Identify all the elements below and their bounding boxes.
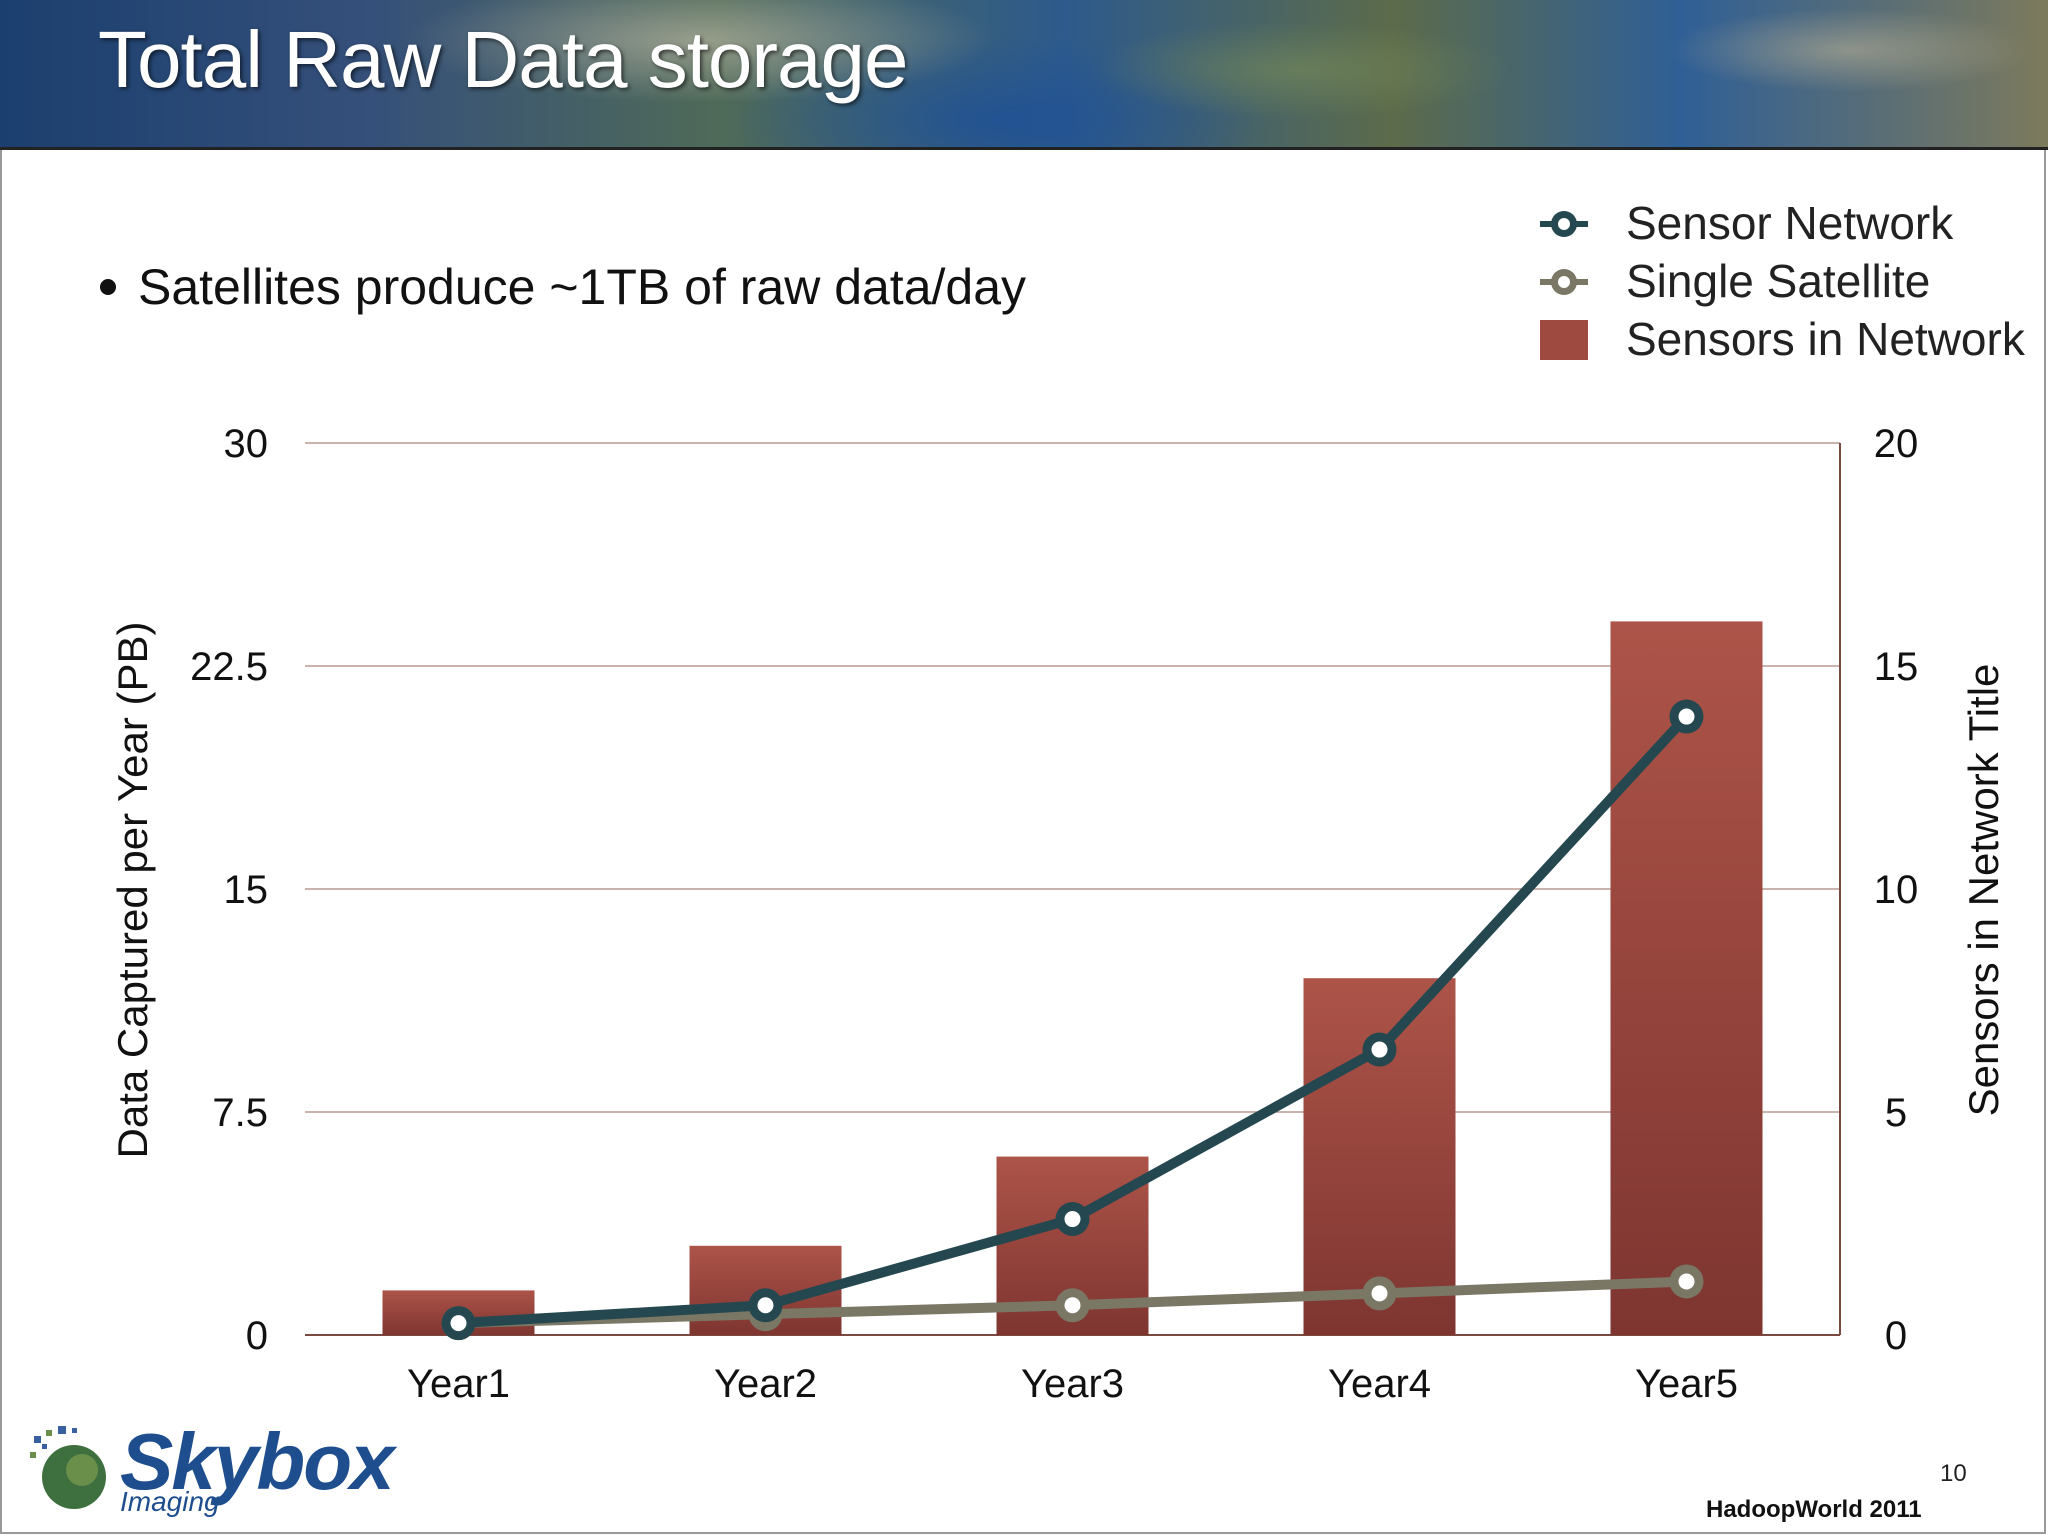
y-tick-label: 7.5 [212, 1091, 268, 1135]
legend-label: Sensors in Network [1626, 313, 2025, 365]
legend-label: Sensor Network [1626, 197, 1954, 249]
data-point [1055, 1202, 1090, 1237]
line-series [441, 699, 1704, 1341]
y-axis-title: Data Captured per Year (PB) [109, 622, 156, 1159]
y2-tick-label: 5 [1885, 1091, 1907, 1135]
y2-tick-label: 10 [1874, 868, 1919, 912]
legend-label: Single Satellite [1626, 255, 1931, 307]
globe-logo-icon [30, 1426, 106, 1509]
y-tick-label: 15 [224, 868, 269, 912]
bar [1610, 621, 1763, 1335]
y-tick-label: 30 [224, 422, 269, 466]
y-tick-label: 22.5 [190, 645, 268, 689]
x-tick-label: Year1 [407, 1362, 510, 1406]
data-point [441, 1306, 476, 1341]
data-point [1669, 1264, 1704, 1299]
tick-labels: 0 7.5 15 22.5 30 0 5 10 15 20 Year1 Year2 Year3 Year4… [190, 422, 1918, 1406]
bullet-text: Satellites produce ~1TB of raw data/day [138, 259, 1027, 315]
logo-wordmark: Skybox [120, 1417, 395, 1506]
page-number: 10 [1940, 1460, 1967, 1487]
bullet-point: Satellites produce ~1TB of raw data/day [100, 258, 1026, 316]
legend-line-marker-icon [1540, 269, 1588, 295]
event-footer: HadoopWorld 2011 [1706, 1496, 1922, 1523]
y2-tick-label: 15 [1874, 645, 1919, 689]
company-logo: Skybox Imaging [24, 1417, 395, 1517]
data-point [1362, 1276, 1397, 1311]
x-tick-label: Year5 [1635, 1362, 1738, 1406]
title-banner [0, 0, 2048, 150]
bullet-dot-icon [100, 278, 116, 295]
data-point [1055, 1288, 1090, 1323]
y2-axis-title: Sensors in Network Title [1960, 664, 2007, 1117]
logo-subtitle: Imaging [120, 1486, 220, 1517]
x-tick-label: Year2 [714, 1362, 817, 1406]
y-tick-label: 0 [246, 1314, 268, 1358]
data-point [1669, 699, 1704, 734]
data-point [1362, 1032, 1397, 1067]
slide-title: Total Raw Data storage [98, 15, 909, 104]
y2-tick-label: 0 [1885, 1314, 1907, 1358]
legend-bar-swatch-icon [1540, 320, 1588, 360]
x-tick-label: Year4 [1328, 1362, 1431, 1406]
x-tick-label: Year3 [1021, 1362, 1124, 1406]
legend-line-marker-icon [1540, 211, 1588, 237]
y2-tick-label: 20 [1874, 422, 1919, 466]
data-point [748, 1288, 783, 1323]
